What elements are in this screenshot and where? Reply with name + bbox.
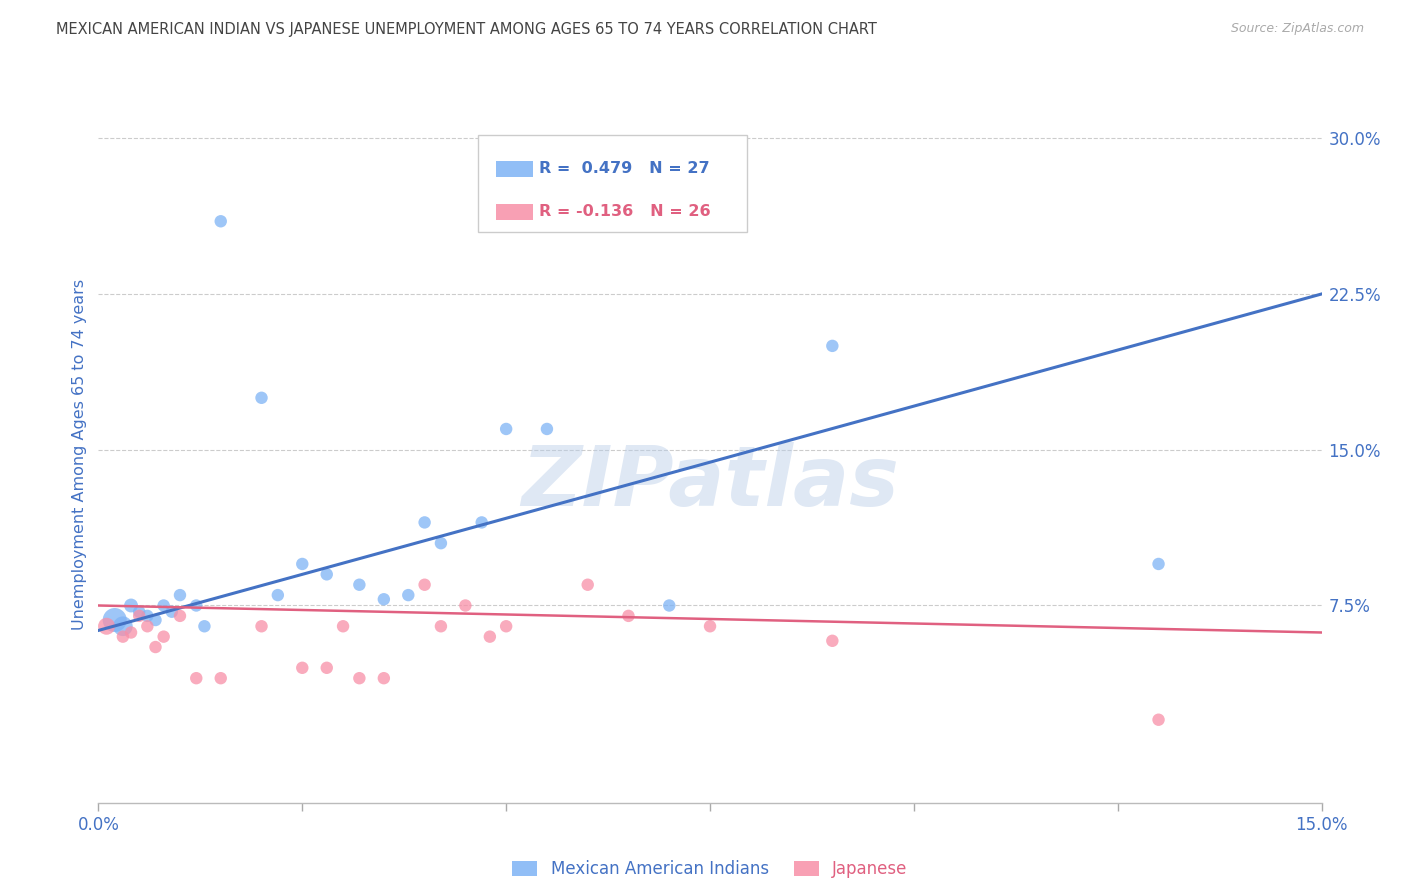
Point	[250, 619, 273, 633]
Point	[145, 613, 167, 627]
Point	[495, 619, 517, 633]
Point	[186, 671, 208, 685]
Point	[349, 578, 371, 592]
Point	[576, 578, 599, 592]
Point	[160, 605, 183, 619]
Point	[111, 619, 134, 633]
Point	[152, 599, 174, 613]
Point	[349, 671, 371, 685]
Point	[413, 578, 436, 592]
Point	[430, 619, 453, 633]
Point	[315, 567, 337, 582]
Point	[128, 605, 150, 619]
Point	[104, 613, 127, 627]
Point	[145, 640, 167, 654]
Point	[413, 516, 436, 530]
FancyBboxPatch shape	[478, 135, 747, 232]
Y-axis label: Unemployment Among Ages 65 to 74 years: Unemployment Among Ages 65 to 74 years	[72, 279, 87, 631]
Point	[128, 608, 150, 623]
Point	[136, 619, 159, 633]
Point	[111, 630, 134, 644]
Point	[193, 619, 215, 633]
Point	[120, 625, 142, 640]
Point	[250, 391, 273, 405]
Point	[495, 422, 517, 436]
Point	[373, 592, 395, 607]
Point	[821, 633, 844, 648]
Point	[96, 619, 118, 633]
Text: MEXICAN AMERICAN INDIAN VS JAPANESE UNEMPLOYMENT AMONG AGES 65 TO 74 YEARS CORRE: MEXICAN AMERICAN INDIAN VS JAPANESE UNEM…	[56, 22, 877, 37]
Point	[332, 619, 354, 633]
Point	[699, 619, 721, 633]
Point	[209, 214, 232, 228]
Point	[209, 671, 232, 685]
Text: ZIPatlas: ZIPatlas	[522, 442, 898, 524]
Text: R =  0.479   N = 27: R = 0.479 N = 27	[538, 161, 710, 176]
Point	[315, 661, 337, 675]
Point	[396, 588, 419, 602]
Point	[1147, 713, 1170, 727]
Point	[373, 671, 395, 685]
Point	[291, 557, 314, 571]
Point	[186, 599, 208, 613]
Bar	[496, 161, 533, 178]
Text: Source: ZipAtlas.com: Source: ZipAtlas.com	[1230, 22, 1364, 36]
Point	[169, 608, 191, 623]
Text: R = -0.136   N = 26: R = -0.136 N = 26	[538, 203, 710, 219]
Point	[617, 608, 640, 623]
Point	[430, 536, 453, 550]
Point	[291, 661, 314, 675]
Point	[1147, 557, 1170, 571]
Point	[478, 630, 501, 644]
Point	[267, 588, 290, 602]
Point	[120, 599, 142, 613]
Legend: Mexican American Indians, Japanese: Mexican American Indians, Japanese	[506, 854, 914, 885]
Point	[454, 599, 477, 613]
Point	[536, 422, 558, 436]
Point	[821, 339, 844, 353]
Point	[169, 588, 191, 602]
Point	[136, 608, 159, 623]
Point	[658, 599, 681, 613]
Point	[471, 516, 494, 530]
Point	[152, 630, 174, 644]
Bar	[496, 204, 533, 220]
